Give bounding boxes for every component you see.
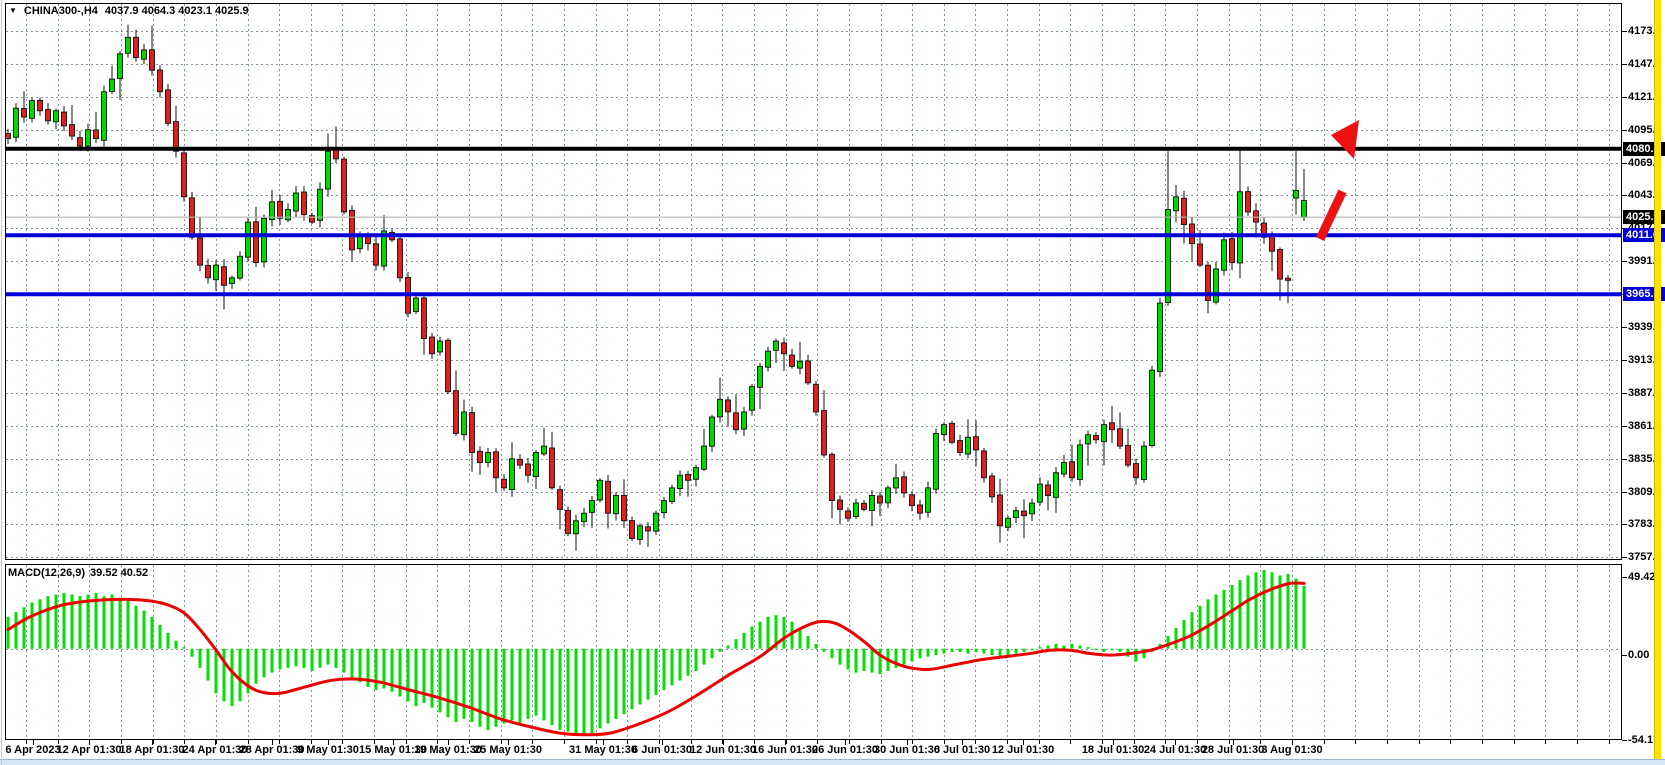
time-axis-label: 6 Jun 01:30 — [632, 744, 692, 756]
time-axis-label: 28 Jul 01:30 — [1201, 744, 1265, 756]
macd-signal-line — [6, 581, 1306, 737]
grid-layer — [6, 4, 1621, 739]
time-axis-label: 18 Apr 01:30 — [119, 744, 185, 756]
time-axis-label: 16 Jun 01:30 — [751, 744, 819, 756]
time-axis-label: 15 May 01:30 — [359, 744, 427, 756]
symbol-timeframe-label: CHINA300-,H4 — [23, 5, 98, 17]
price-axis-label: 4095.0 — [1628, 124, 1662, 136]
price-axis-label: 3783.0 — [1628, 518, 1662, 530]
time-axis-label: 28 Apr 01:30 — [239, 744, 305, 756]
ohlc-values: 4037.9 4064.3 4023.1 4025.9 — [104, 5, 249, 17]
macd-axis-label: 49.42 — [1628, 571, 1656, 583]
price-axis-label: 3757.0 — [1628, 551, 1662, 563]
time-axis-label: 9 May 01:30 — [297, 744, 359, 756]
macd-indicator-values: 39.52 40.52 — [90, 567, 149, 579]
price-axis-label: 3939.0 — [1628, 321, 1662, 333]
time-axis-label: 18 Jul 01:30 — [1081, 744, 1145, 756]
macd-axis-label: 0.00 — [1628, 649, 1650, 661]
macd-axis-label: -54.17 — [1628, 734, 1660, 746]
price-axis-label: 3809.0 — [1628, 486, 1662, 498]
price-axis-label: 4069.0 — [1628, 157, 1662, 169]
time-axis-label: 24 Apr 01:30 — [182, 744, 248, 756]
axis-ticks — [26, 31, 1627, 745]
price-axis-label: 3861.0 — [1628, 420, 1662, 432]
bottom-window-strip — [0, 759, 1665, 765]
price-axis-label: 4173.0 — [1628, 25, 1662, 37]
time-axis-label: 12 Jul 01:30 — [991, 744, 1055, 756]
time-axis-label: 19 May 01:30 — [414, 744, 482, 756]
price-axis-label: 3887.0 — [1628, 387, 1662, 399]
time-axis-label: 24 Jul 01:30 — [1143, 744, 1207, 756]
price-axis-label: 3991.0 — [1628, 255, 1662, 267]
time-axis-label: 12 Jun 01:30 — [689, 744, 757, 756]
macd-indicator-label: MACD(12,26,9) 39.52 40.52 — [8, 567, 148, 579]
macd-histogram — [6, 570, 1306, 735]
symbol-dropdown-icon[interactable]: ▼ — [9, 6, 17, 15]
time-axis-label: 30 Jun 01:30 — [873, 744, 941, 756]
price-axis-label: 4147.0 — [1628, 58, 1662, 70]
price-axis-label: 4121.0 — [1628, 91, 1662, 103]
left-window-edge — [1, 0, 2, 765]
time-axis-label: 31 May 01:30 — [569, 744, 637, 756]
time-axis-label: 26 Jun 01:30 — [811, 744, 879, 756]
price-axis-label: 3835.0 — [1628, 453, 1662, 465]
time-axis-label: 3 Aug 01:30 — [1261, 744, 1323, 756]
macd-indicator-name: MACD(12,26,9) — [8, 567, 86, 579]
pane-borders — [5, 3, 1622, 740]
trend-arrow[interactable] — [1315, 120, 1359, 241]
time-axis-label: 6 Apr 2023 — [5, 744, 61, 756]
price-axis-label: 4043.0 — [1628, 189, 1662, 201]
candles-layer — [5, 24, 1307, 551]
right-edge-stripe — [1654, 0, 1661, 765]
time-axis-label: 6 Jul 01:30 — [933, 744, 991, 756]
time-axis-label: 25 May 01:30 — [474, 744, 542, 756]
chart-header: ▼ CHINA300-,H4 4037.9 4064.3 4023.1 4025… — [9, 5, 249, 17]
time-axis-label: 12 Apr 01:30 — [56, 744, 122, 756]
price-axis-label: 3913.0 — [1628, 354, 1662, 366]
